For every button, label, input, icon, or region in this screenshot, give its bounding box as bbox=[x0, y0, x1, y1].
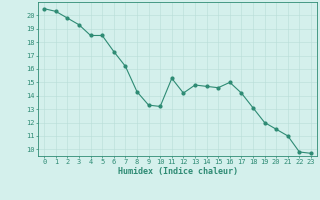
X-axis label: Humidex (Indice chaleur): Humidex (Indice chaleur) bbox=[118, 167, 238, 176]
